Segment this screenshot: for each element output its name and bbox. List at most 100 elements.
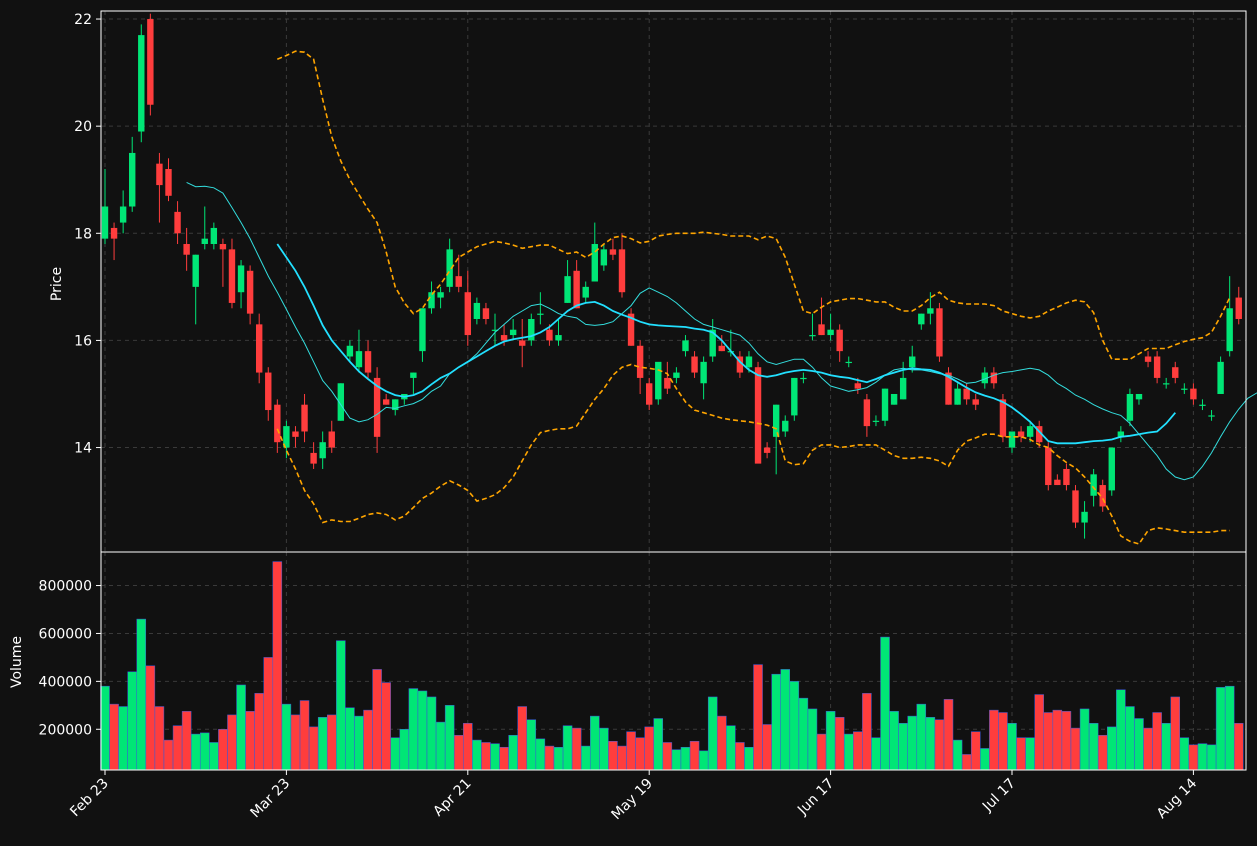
candle — [519, 318, 526, 368]
volume-bar — [726, 725, 736, 771]
volume-bar — [1007, 723, 1017, 771]
volume-bar — [245, 711, 255, 771]
x-tick-label: Apr 21 — [430, 776, 474, 820]
candle-body — [899, 377, 907, 400]
volume-bar — [227, 714, 237, 771]
candle-body — [156, 163, 163, 186]
candle — [800, 372, 807, 384]
volume-bar — [154, 706, 165, 771]
candle — [237, 260, 245, 309]
candle — [664, 361, 671, 394]
volume-y-ticks: 200000 400000 600000 800000 — [39, 579, 101, 738]
candle-body — [718, 345, 725, 352]
candle-body — [691, 356, 698, 373]
candle-body — [881, 388, 889, 421]
candle-body — [1126, 393, 1134, 421]
candle — [981, 367, 988, 389]
candle-body — [528, 318, 535, 341]
candle-body — [346, 345, 354, 357]
volume-bar — [970, 731, 981, 771]
candle-body — [555, 335, 562, 341]
candle-body — [745, 356, 753, 368]
volume-bar — [444, 705, 455, 771]
candle-body — [945, 372, 952, 405]
candle — [337, 383, 345, 421]
x-tick-label: Jun 17 — [794, 776, 837, 819]
candle-body — [609, 249, 617, 255]
candle — [419, 308, 426, 362]
volume-bar — [653, 718, 664, 771]
candle-body — [1217, 361, 1224, 394]
volume-bar — [1215, 687, 1226, 771]
candle-body — [1117, 431, 1125, 437]
y-tick-label: 20 — [74, 119, 92, 135]
candle-body — [1045, 447, 1052, 486]
candle-body — [183, 244, 190, 255]
volume-bar — [934, 719, 945, 771]
candle-body — [292, 431, 299, 437]
candle-body — [119, 206, 127, 223]
volume-bar — [508, 735, 518, 771]
x-tick-label: Jul 17 — [979, 776, 1019, 816]
y-tick-label: 18 — [74, 226, 92, 242]
candle — [1117, 426, 1125, 443]
candle-body — [283, 426, 290, 448]
candle — [736, 351, 744, 378]
candle — [1172, 361, 1179, 384]
candle-body — [219, 244, 227, 250]
candle-body — [981, 372, 988, 384]
volume-bar — [1016, 737, 1026, 771]
volume-bar — [1079, 708, 1090, 771]
volume-bar — [1034, 694, 1044, 771]
candle — [564, 260, 571, 303]
candle-body — [419, 308, 426, 352]
candle — [990, 367, 998, 389]
candle-body — [1108, 447, 1115, 491]
candle-body — [355, 351, 363, 368]
x-tick-label: Aug 14 — [1154, 775, 1200, 821]
candle — [763, 442, 771, 459]
candle — [954, 383, 961, 405]
candle-body — [800, 377, 807, 380]
candle-body — [364, 351, 372, 373]
candle-body — [1081, 511, 1088, 523]
volume-bar — [136, 618, 147, 771]
candle-body — [201, 238, 208, 245]
volume-bar — [127, 671, 137, 771]
candle-body — [500, 335, 508, 341]
volume-bar — [1197, 743, 1208, 771]
candle — [1017, 426, 1025, 443]
candle-body — [854, 383, 862, 389]
candle — [927, 292, 934, 325]
price-grid — [101, 11, 1246, 552]
volume-bar — [843, 733, 854, 771]
volume-bar — [753, 664, 763, 771]
candle — [301, 393, 308, 443]
candle — [1208, 410, 1215, 421]
candle-body — [1036, 426, 1043, 443]
candle — [1199, 399, 1206, 411]
volume-bar — [834, 717, 845, 771]
candle — [627, 308, 635, 346]
volume-bar — [952, 739, 963, 771]
candle — [555, 318, 562, 346]
candle — [1081, 501, 1088, 539]
candle-body — [1190, 388, 1197, 400]
candle-body — [228, 249, 236, 303]
candle-body — [537, 313, 544, 315]
candle-body — [1099, 485, 1106, 507]
candle-body — [165, 169, 172, 196]
candle — [101, 169, 109, 245]
moving-average-line — [186, 181, 1257, 481]
candle-body — [627, 313, 635, 346]
candle — [945, 367, 952, 405]
volume-bar — [535, 738, 546, 771]
volume-bar — [961, 754, 972, 771]
candle-body — [110, 227, 118, 239]
volume-bar — [626, 731, 636, 771]
candle-body — [491, 329, 499, 331]
candle-body — [437, 292, 444, 298]
volume-bar — [998, 712, 1008, 771]
candle — [918, 313, 925, 330]
